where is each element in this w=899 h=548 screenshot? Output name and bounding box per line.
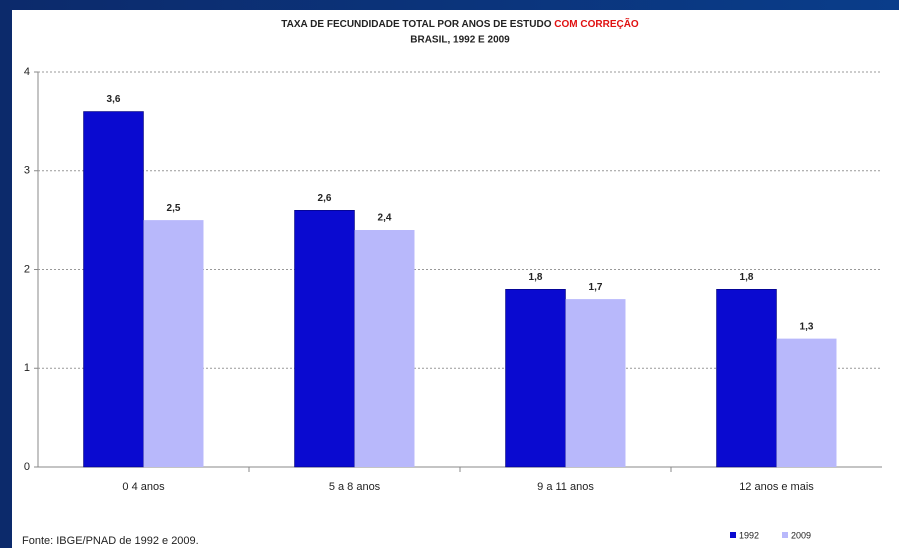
bar bbox=[716, 289, 777, 468]
bar bbox=[776, 338, 837, 467]
bar bbox=[505, 289, 566, 468]
chart-subtitle: BRASIL, 1992 E 2009 bbox=[410, 35, 510, 46]
bar bbox=[354, 230, 415, 467]
title-main: TAXA DE FECUNDIDADE TOTAL POR ANOS DE ES… bbox=[281, 19, 551, 30]
value-label: 1,8 bbox=[740, 272, 754, 283]
value-label: 1,7 bbox=[589, 282, 603, 293]
bar bbox=[565, 299, 626, 467]
y-tick-label: 4 bbox=[24, 66, 30, 78]
value-label: 1,8 bbox=[529, 272, 543, 283]
bar bbox=[83, 111, 144, 468]
x-tick-label: 12 anos e mais bbox=[739, 481, 814, 493]
y-tick-label: 0 bbox=[24, 461, 30, 473]
value-label: 2,6 bbox=[318, 193, 332, 204]
source: Fonte: IBGE/PNAD de 1992 e 2009. bbox=[22, 535, 199, 547]
value-label: 2,4 bbox=[378, 213, 392, 224]
value-label: 3,6 bbox=[107, 94, 121, 105]
value-label: 2,5 bbox=[167, 203, 181, 214]
legend-label: 2009 bbox=[791, 530, 811, 540]
x-tick-label: 5 a 8 anos bbox=[329, 481, 381, 493]
legend-swatch bbox=[782, 532, 788, 538]
y-tick-label: 3 bbox=[24, 165, 30, 177]
legend-label: 1992 bbox=[739, 530, 759, 540]
x-tick-label: 0 4 anos bbox=[122, 481, 165, 493]
bar bbox=[143, 220, 204, 467]
value-label: 1,3 bbox=[800, 321, 814, 332]
legend-swatch bbox=[730, 532, 736, 538]
title-highlight: COM CORREÇÃO bbox=[554, 17, 639, 30]
y-tick-label: 1 bbox=[24, 362, 30, 374]
y-tick-label: 2 bbox=[24, 263, 30, 275]
x-tick-label: 9 a 11 anos bbox=[537, 481, 594, 493]
chart-title: TAXA DE FECUNDIDADE TOTAL POR ANOS DE ES… bbox=[281, 17, 639, 30]
bar bbox=[294, 210, 355, 468]
